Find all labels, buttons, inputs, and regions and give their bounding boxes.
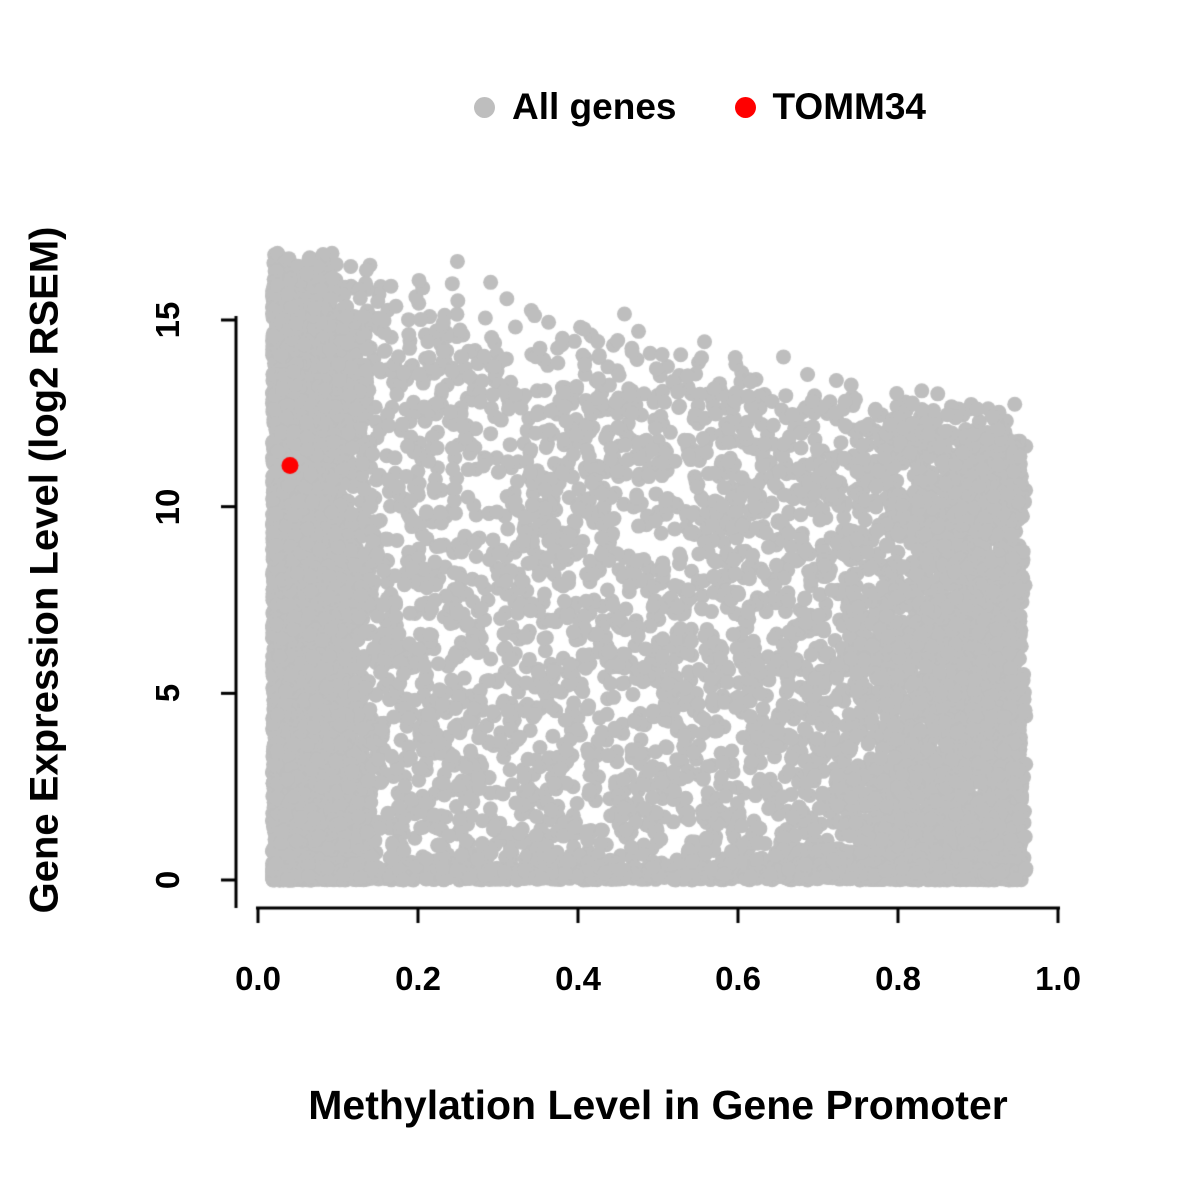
legend-marker-all-genes-icon (473, 96, 495, 118)
x-axis-title: Methylation Level in Gene Promoter (308, 1082, 1008, 1128)
y-tick-label: 10 (149, 488, 186, 526)
y-tick-label: 0 (149, 870, 186, 890)
x-tick-label: 0.0 (235, 960, 281, 997)
y-tick-label: 15 (149, 301, 186, 339)
x-tick-label: 0.4 (555, 960, 601, 997)
legend-label-tomm34: TOMM34 (772, 86, 927, 127)
x-tick-label: 1.0 (1035, 960, 1081, 997)
x-tick-label: 0.8 (875, 960, 921, 997)
legend: All genes TOMM34 (473, 86, 926, 128)
x-tick-label: 0.2 (395, 960, 441, 997)
legend-label-all-genes: All genes (511, 86, 677, 127)
legend-item-tomm34: TOMM34 (734, 86, 926, 128)
x-tick-label: 0.6 (715, 960, 761, 997)
legend-marker-tomm34-icon (734, 96, 756, 118)
y-tick-label: 5 (149, 684, 186, 703)
legend-item-all-genes: All genes (473, 86, 677, 128)
y-axis-title: Gene Expression Level (log2 RSEM) (22, 226, 67, 914)
